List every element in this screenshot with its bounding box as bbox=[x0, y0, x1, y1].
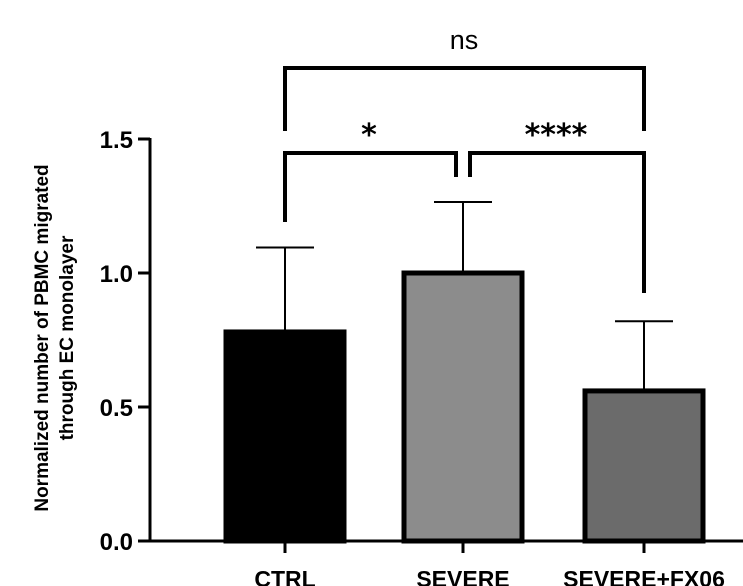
sig-label: * bbox=[361, 118, 377, 153]
y-tick-label: 1.0 bbox=[100, 261, 133, 288]
ylabel-line-2: through EC monolayer bbox=[57, 235, 78, 440]
sig-label: **** bbox=[525, 118, 588, 153]
y-tick-label: 1.5 bbox=[100, 127, 133, 154]
bar bbox=[223, 329, 347, 544]
sig-bracket bbox=[283, 151, 458, 222]
sig-label: ns bbox=[450, 25, 479, 55]
x-tick-label: SEVERE+FX06 bbox=[563, 566, 725, 586]
bar bbox=[401, 270, 525, 544]
ylabel-line-1: Normalized number of PBMC migrated bbox=[32, 164, 53, 511]
sig-bracket bbox=[283, 66, 646, 131]
bar bbox=[582, 388, 706, 544]
y-tick-label: 0.5 bbox=[100, 395, 133, 422]
x-tick-label: SEVERE bbox=[416, 566, 509, 586]
y-axis-title: Normalized number of PBMC migrated throu… bbox=[32, 164, 78, 511]
y-tick-label: 0.0 bbox=[100, 529, 133, 556]
sig-bracket bbox=[468, 151, 646, 293]
x-tick-label: CTRL bbox=[254, 566, 315, 586]
